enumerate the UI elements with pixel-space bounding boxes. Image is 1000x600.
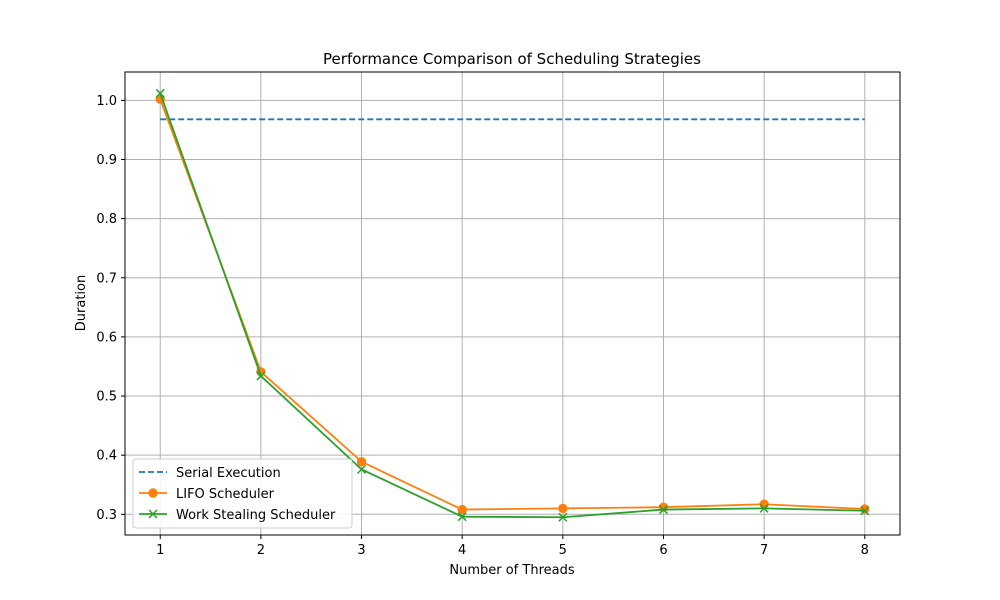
data-point bbox=[256, 371, 266, 381]
data-point bbox=[457, 504, 467, 515]
plot-frame bbox=[124, 71, 901, 536]
legend: Serial Execution LIFO Scheduler Work Steal… bbox=[132, 458, 353, 529]
legend-marker bbox=[148, 488, 158, 498]
axis-ticks: 1 2 3 4 5 6 7 8 0.3 0.4 0.5 0.6 0.7 0.8 0.9 1.0 bbox=[96, 94, 869, 558]
legend-label: Serial Execution bbox=[176, 466, 281, 481]
data-point bbox=[658, 505, 669, 515]
x-tick-label: 5 bbox=[559, 543, 567, 558]
data-point bbox=[759, 499, 769, 509]
data-point bbox=[860, 504, 870, 514]
x-tick-label: 1 bbox=[156, 543, 164, 558]
chart-title: Performance Comparison of Scheduling Str… bbox=[323, 50, 701, 68]
data-point bbox=[356, 456, 367, 467]
legend-marker bbox=[148, 509, 158, 519]
data-point bbox=[356, 464, 367, 474]
x-tick-label: 2 bbox=[257, 543, 265, 558]
legend-entry: LIFO Scheduler bbox=[139, 487, 275, 502]
y-tick-label: 0.3 bbox=[96, 508, 117, 523]
data-point bbox=[759, 503, 769, 513]
x-tick-label: 3 bbox=[357, 543, 365, 558]
y-tick-label: 0.6 bbox=[96, 330, 117, 345]
legend-box bbox=[132, 458, 353, 529]
legend-label: Work Stealing Scheduler bbox=[176, 508, 336, 523]
x-axis-label: Number of Threads bbox=[449, 563, 574, 578]
x-tick-label: 4 bbox=[458, 543, 466, 558]
legend-label: LIFO Scheduler bbox=[176, 487, 275, 502]
series-line-2 bbox=[159, 92, 865, 519]
x-tick-label: 6 bbox=[659, 543, 667, 558]
x-tick-label: 7 bbox=[760, 543, 768, 558]
data-point bbox=[860, 506, 870, 516]
y-tick-label: 0.9 bbox=[96, 153, 117, 168]
y-axis-label: Duration bbox=[74, 275, 89, 331]
data-point bbox=[155, 88, 165, 98]
series-line-1 bbox=[159, 98, 865, 511]
y-tick-label: 0.5 bbox=[96, 390, 117, 405]
x-tick-label: 8 bbox=[861, 543, 869, 558]
series-group bbox=[155, 88, 870, 522]
data-point bbox=[457, 512, 467, 522]
data-point bbox=[558, 512, 568, 522]
y-tick-label: 0.8 bbox=[96, 212, 117, 227]
legend-entry: Serial Execution bbox=[139, 466, 281, 481]
y-tick-label: 0.4 bbox=[96, 449, 117, 464]
y-tick-label: 1.0 bbox=[96, 94, 117, 109]
y-tick-label: 0.7 bbox=[96, 271, 117, 286]
legend-entry: Work Stealing Scheduler bbox=[139, 508, 336, 523]
data-point bbox=[558, 503, 568, 514]
